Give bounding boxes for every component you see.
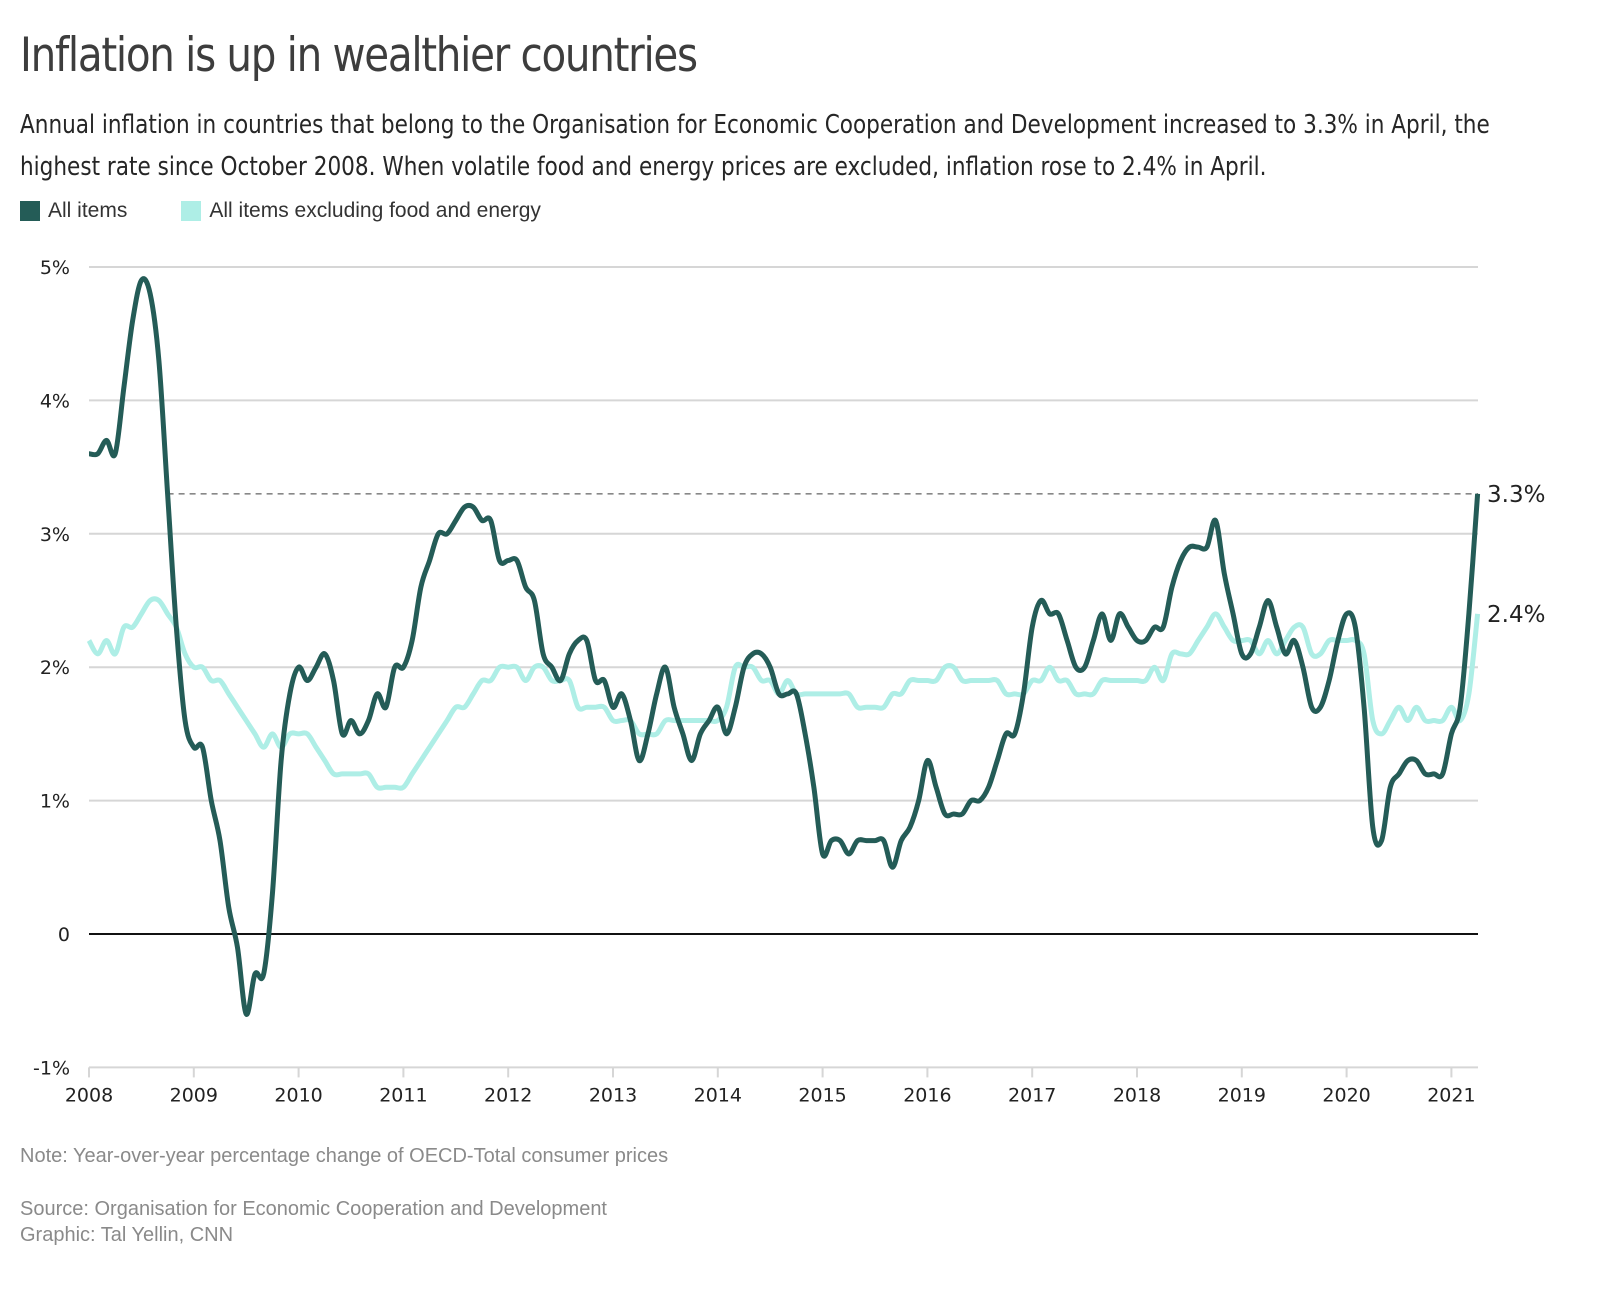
source-credit: Source: Organisation for Economic Cooper… [20, 1196, 607, 1248]
legend-item-all-items: All items [20, 199, 127, 223]
x-tick-label: 2020 [1322, 1084, 1370, 1106]
x-tick-label: 2011 [379, 1084, 427, 1106]
x-axis: 2008 2009 2010 2011 2012 2013 2014 2015 2016 2017… [65, 1067, 1476, 1106]
x-tick-label: 2018 [1113, 1084, 1161, 1106]
series-lines [86, 276, 1481, 1017]
y-tick-label: 1% [40, 791, 70, 813]
chart-title: Inflation is up in wealthier countries [20, 28, 698, 83]
line-chart: -1%01%2%3%4%5% 2008 2009 2010 2011 2012 2013 2… [33, 257, 1545, 1106]
legend-swatch-core [181, 201, 202, 221]
x-tick-label: 2008 [65, 1084, 113, 1106]
x-tick-label: 2013 [589, 1084, 637, 1106]
y-tick-label: -1% [33, 1057, 70, 1079]
legend-label-core: All items excluding food and energy [209, 199, 541, 222]
x-tick-label: 2021 [1427, 1084, 1475, 1106]
legend: All items All items excluding food and e… [20, 199, 595, 223]
series-line-all-items [88, 276, 1481, 1017]
y-tick-label: 2% [40, 657, 70, 679]
y-tick-label: 5% [40, 257, 70, 279]
end-label-core: 2.4% [1487, 602, 1545, 628]
x-tick-label: 2016 [903, 1084, 951, 1106]
y-tick-label: 3% [40, 524, 70, 546]
legend-swatch-all-items [20, 201, 40, 221]
x-tick-label: 2014 [694, 1084, 742, 1106]
legend-label-all-items: All items [48, 199, 128, 222]
graphic-credit: Graphic: Tal Yellin, CNN [20, 1224, 234, 1246]
x-tick-label: 2015 [798, 1084, 846, 1106]
end-label-all-items: 3.3% [1487, 482, 1545, 508]
x-tick-label: 2009 [170, 1084, 218, 1106]
series-line-core [86, 596, 1481, 791]
x-tick-label: 2017 [1008, 1084, 1056, 1106]
gridlines [89, 266, 1478, 1069]
y-tick-label: 0 [58, 924, 70, 946]
y-tick-label: 4% [40, 390, 70, 412]
x-tick-label: 2010 [274, 1084, 322, 1106]
footnote: Note: Year-over-year percentage change o… [20, 1145, 669, 1167]
x-tick-label: 2012 [484, 1084, 532, 1106]
source-text: Source: Organisation for Economic Cooper… [20, 1198, 607, 1220]
end-labels: 3.3% 2.4% [1487, 482, 1545, 628]
x-tick-label: 2019 [1218, 1084, 1266, 1106]
y-axis: -1% 0 1% 2% 3% 4% 5% [33, 257, 70, 1079]
chart-subtitle: Annual inflation in countries that belon… [20, 110, 1490, 182]
legend-item-core: All items excluding food and energy [181, 199, 541, 223]
